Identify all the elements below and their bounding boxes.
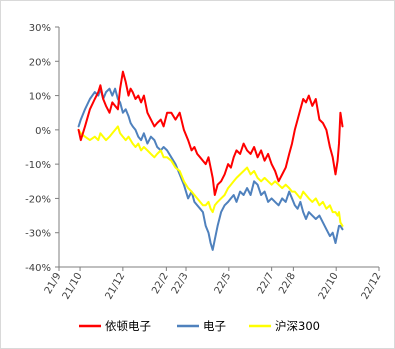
x-tick-label: 21/12 xyxy=(104,271,128,301)
y-tick-label: -30% xyxy=(25,229,51,240)
legend: 依顿电子 电子 沪深300 xyxy=(79,319,320,333)
x-tick-label: 22/12 xyxy=(360,271,384,301)
series-lines xyxy=(77,70,344,251)
y-tick-label: -40% xyxy=(25,263,51,274)
y-tick-label: -20% xyxy=(25,194,51,205)
series-line-0 xyxy=(77,70,344,196)
y-tick-label: -10% xyxy=(25,160,51,171)
x-tick-label: 22/2 xyxy=(150,271,171,296)
y-tick-label: 0% xyxy=(35,126,51,137)
y-axis: -40% -30% -20% -10% 0% 10% 20% 30% xyxy=(25,23,60,274)
y-tick-label: 10% xyxy=(29,92,51,103)
x-tick-label: 22/8 xyxy=(277,271,298,296)
y-tick-label: 20% xyxy=(29,57,51,68)
legend-label-1: 电子 xyxy=(203,319,226,333)
x-tick-label: 22/5 xyxy=(213,271,234,296)
series-line-2 xyxy=(77,125,344,227)
x-tick-label: 22/10 xyxy=(317,271,341,301)
x-tick-label: 21/9 xyxy=(43,271,64,296)
series-line-1 xyxy=(77,87,344,251)
x-tick-label: 22/7 xyxy=(255,271,276,296)
legend-label-0: 依顿电子 xyxy=(105,319,151,333)
legend-label-2: 沪深300 xyxy=(275,319,320,333)
y-tick-label: 30% xyxy=(29,23,51,34)
x-axis: 21/921/10 21/12 22/222/3 22/5 22/7 22/8 22/10 2… xyxy=(43,266,384,301)
x-tick-label: 21/10 xyxy=(61,271,85,301)
x-tick-label: 22/3 xyxy=(170,271,191,296)
